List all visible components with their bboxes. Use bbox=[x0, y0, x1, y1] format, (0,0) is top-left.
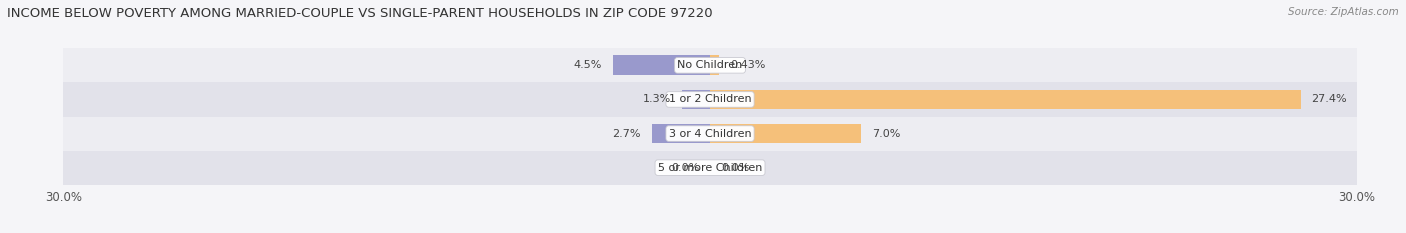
Text: No Children: No Children bbox=[678, 60, 742, 70]
Bar bbox=[710, 124, 860, 144]
Bar bbox=[710, 55, 720, 75]
Text: 2.7%: 2.7% bbox=[613, 129, 641, 139]
Text: 27.4%: 27.4% bbox=[1312, 94, 1347, 104]
Text: 0.0%: 0.0% bbox=[721, 163, 749, 173]
Text: 0.0%: 0.0% bbox=[671, 163, 699, 173]
Text: 7.0%: 7.0% bbox=[872, 129, 900, 139]
Text: Source: ZipAtlas.com: Source: ZipAtlas.com bbox=[1288, 7, 1399, 17]
Text: 1 or 2 Children: 1 or 2 Children bbox=[669, 94, 751, 104]
Text: INCOME BELOW POVERTY AMONG MARRIED-COUPLE VS SINGLE-PARENT HOUSEHOLDS IN ZIP COD: INCOME BELOW POVERTY AMONG MARRIED-COUPL… bbox=[7, 7, 713, 20]
Bar bbox=[63, 151, 1357, 185]
Bar bbox=[63, 48, 1357, 82]
Text: 1.3%: 1.3% bbox=[643, 94, 671, 104]
Bar bbox=[63, 82, 1357, 116]
Bar bbox=[682, 89, 710, 109]
Bar bbox=[613, 55, 710, 75]
Bar bbox=[710, 89, 1301, 109]
Text: 3 or 4 Children: 3 or 4 Children bbox=[669, 129, 751, 139]
Bar bbox=[652, 124, 710, 144]
Bar bbox=[63, 116, 1357, 151]
Text: 4.5%: 4.5% bbox=[574, 60, 602, 70]
Text: 0.43%: 0.43% bbox=[730, 60, 765, 70]
Text: 5 or more Children: 5 or more Children bbox=[658, 163, 762, 173]
